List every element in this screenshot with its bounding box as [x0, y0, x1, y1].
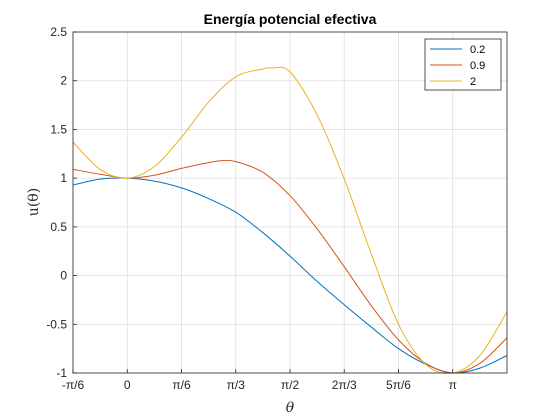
- y-tick-label: 2: [60, 74, 67, 88]
- chart-title: Energía potencial efectiva: [204, 11, 377, 27]
- x-tick-label: π/3: [227, 378, 246, 392]
- x-tick-label: π: [449, 378, 457, 392]
- y-tick-label: 0.5: [50, 220, 67, 234]
- y-tick-label: -1: [56, 366, 67, 380]
- legend: 0.2 0.9 2: [424, 38, 502, 91]
- x-tick-label: -π/6: [62, 378, 85, 392]
- y-ticks: -1 -0.5 0 0.5 1 1.5 2 2.5: [46, 25, 77, 380]
- x-tick-label: 0: [124, 378, 131, 392]
- y-tick-label: -0.5: [46, 317, 67, 331]
- x-tick-label: π/2: [281, 378, 300, 392]
- y-axis-label: u(θ): [26, 188, 42, 216]
- y-tick-label: 2.5: [50, 25, 67, 39]
- x-axis-label: θ: [286, 400, 295, 416]
- x-tick-label: π/6: [172, 378, 191, 392]
- legend-label: 0.9: [470, 60, 485, 72]
- series-line-2: [72, 66, 508, 374]
- series-line-0-9: [72, 159, 508, 374]
- y-tick-label: 1: [60, 171, 67, 185]
- legend-label: 0.2: [470, 44, 485, 56]
- y-tick-label: 0: [60, 269, 67, 283]
- x-tick-label: 2π/3: [332, 378, 357, 392]
- x-ticks: -π/6 0 π/6 π/3 π/2 2π/3 5π/6 π: [62, 369, 457, 392]
- series-lines: [72, 66, 508, 374]
- legend-label: 2: [470, 76, 476, 88]
- y-tick-label: 1.5: [50, 122, 67, 136]
- x-tick-label: 5π/6: [386, 378, 411, 392]
